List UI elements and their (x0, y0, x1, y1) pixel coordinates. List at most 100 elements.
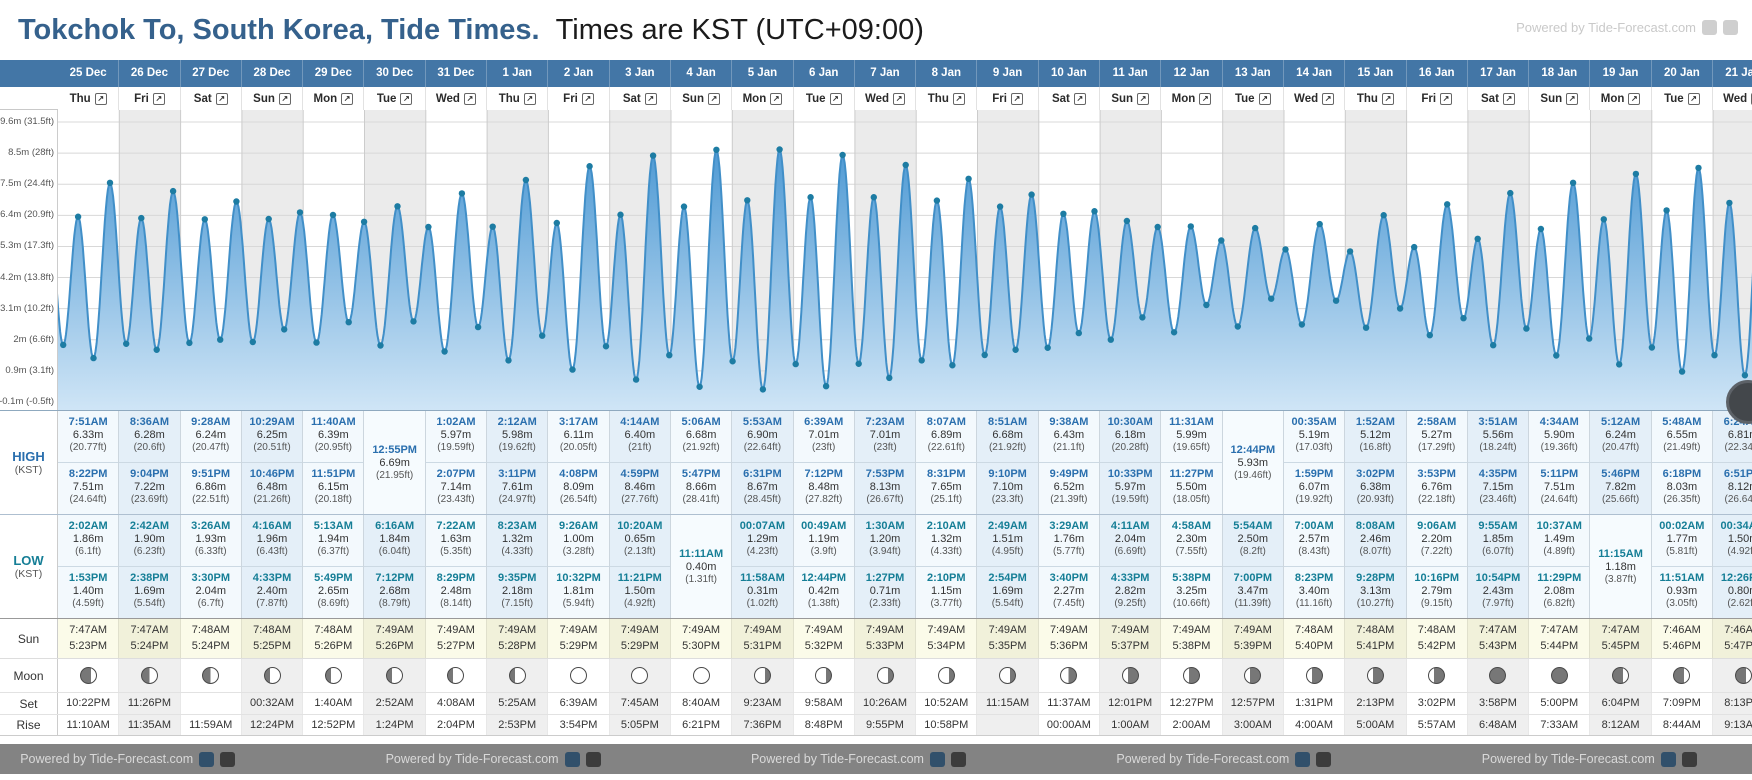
high-tide-cell: 9:51PM 6.86m (22.51ft) (181, 463, 241, 515)
high-tide-cell: 1:59PM 6.07m (19.92ft) (1284, 463, 1344, 515)
sunrise-time: 7:46AM (1724, 624, 1752, 636)
moon-label: Moon (13, 668, 44, 683)
watermark-text: Powered by Tide-Forecast.com (1481, 752, 1655, 766)
sunset-time: 5:24PM (130, 640, 169, 652)
tide-time: 8:31PM (927, 467, 966, 480)
expand-day-icon[interactable]: ↗ (523, 92, 536, 105)
tide-height-ft: (3.94ft) (869, 546, 901, 557)
y-axis-label: 4.2m (13.8ft) (0, 271, 54, 283)
sun-cell: 7:49AM 5:26PM (364, 619, 426, 658)
expand-day-icon[interactable]: ↗ (215, 92, 228, 105)
low-tide-day-column: 4:16AM 1.96m (6.43ft) 4:33PM 2.40m (7.87ft) (241, 515, 304, 618)
expand-day-icon[interactable]: ↗ (829, 92, 842, 105)
moonset-cell: 4:08AM (425, 693, 488, 714)
tide-time: 11:11AM (679, 547, 724, 560)
sunrise-time: 7:49AM (1049, 624, 1088, 636)
expand-day-icon[interactable]: ↗ (94, 92, 107, 105)
moon-phase-icon (140, 667, 158, 684)
high-tide-day-column: 9:28AM 6.24m (20.47ft) 9:51PM 6.86m (22.51ft) (180, 411, 242, 515)
moonset-cell: 10:26AM (854, 693, 917, 714)
expand-day-icon[interactable]: ↗ (1440, 92, 1453, 105)
expand-day-icon[interactable]: ↗ (1199, 92, 1212, 105)
moonset-cell: 12:57PM (1222, 693, 1284, 714)
expand-day-icon[interactable]: ↗ (707, 92, 720, 105)
expand-day-icon[interactable]: ↗ (1687, 92, 1700, 105)
tide-height-ft: (1.02ft) (746, 597, 779, 609)
floating-widget-button[interactable] (1726, 380, 1752, 424)
sun-cell: 7:49AM 5:33PM (854, 619, 917, 658)
date-cell: 16 Jan (1407, 60, 1468, 87)
expand-day-icon[interactable]: ↗ (278, 92, 291, 105)
high-tide-day-column: 6:39AM 7.01m (23ft) 7:12PM 8.48m (27.82ft) (793, 411, 855, 514)
tide-height-m: 2.68m (379, 584, 410, 597)
high-tide-cell: 11:27PM 5.50m (18.05ft) (1161, 463, 1221, 515)
tide-height-ft: (4.59ft) (72, 597, 104, 609)
tide-time: 6:16AM (375, 520, 415, 532)
dow-label: Thu (1356, 92, 1378, 105)
date-cell: 4 Jan (671, 60, 733, 87)
tide-height-ft: (5.77ft) (1053, 546, 1085, 557)
sunset-time: 5:36PM (1049, 640, 1088, 652)
watermark-icon (1660, 751, 1676, 767)
tide-height-m: 2.50m (1237, 533, 1269, 545)
high-tide-day-column: 8:07AM 6.89m (22.61ft) 8:31PM 7.65m (25.1ft) (916, 411, 978, 514)
tide-time: 6:18PM (1662, 467, 1702, 480)
sunset-time: 5:29PM (559, 640, 598, 652)
expand-day-icon[interactable]: ↗ (770, 92, 783, 105)
sunrise-time: 7:48AM (253, 624, 291, 636)
sun-cell: 7:49AM 5:38PM (1161, 619, 1223, 658)
expand-day-icon[interactable]: ↗ (1137, 92, 1150, 105)
tide-height-m: 2.65m (318, 584, 349, 597)
expand-day-icon[interactable]: ↗ (1073, 92, 1086, 105)
date-cell: 13 Jan (1223, 60, 1284, 87)
expand-day-icon[interactable]: ↗ (1322, 92, 1335, 105)
tide-height-ft: (19.36ft) (1540, 442, 1578, 453)
dow-cell: Tue ↗ (364, 87, 426, 110)
tide-height-m: 0.40m (685, 560, 717, 573)
tide-time: 11:40AM (311, 416, 356, 428)
moonset-cell: 8:40AM (670, 693, 733, 714)
tide-time: 2:54PM (988, 571, 1027, 584)
dow-cell: Sat ↗ (1467, 87, 1530, 110)
expand-day-icon[interactable]: ↗ (1566, 92, 1579, 105)
tide-height-ft: (21.1ft) (1053, 442, 1085, 453)
dow-cell: Tue ↗ (1651, 87, 1714, 110)
expand-day-icon[interactable]: ↗ (152, 92, 165, 105)
moonrise-cell: 5:05PM (609, 715, 671, 735)
tide-height-ft: (22.34ft) (1724, 442, 1752, 453)
moon-phase-icon (1121, 667, 1139, 684)
expand-day-icon[interactable]: ↗ (893, 92, 906, 105)
tide-time: 5:46PM (1601, 467, 1640, 480)
expand-day-icon[interactable]: ↗ (644, 92, 657, 105)
tide-height-m: 8.13m (869, 480, 901, 493)
tide-time: 3:30PM (191, 571, 230, 584)
expand-day-icon[interactable]: ↗ (1258, 92, 1271, 105)
expand-day-icon[interactable]: ↗ (341, 92, 354, 105)
expand-day-icon[interactable]: ↗ (463, 92, 476, 105)
moon-cell (364, 659, 426, 692)
expand-day-icon[interactable]: ↗ (1502, 92, 1515, 105)
moonset-cell: 12:27PM (1161, 693, 1223, 714)
moon-phase-icon (1489, 667, 1507, 684)
tide-height-m: 8.03m (1666, 480, 1698, 493)
tide-height-ft: (19.62ft) (498, 442, 536, 453)
expand-day-icon[interactable]: ↗ (952, 92, 965, 105)
expand-day-icon[interactable]: ↗ (1628, 92, 1641, 105)
tide-height-ft: (22.61ft) (927, 442, 965, 453)
dow-label: Tue (1664, 92, 1684, 105)
watermark-text: Powered by Tide-Forecast.com (750, 752, 924, 766)
expand-day-icon[interactable]: ↗ (400, 92, 413, 105)
low-tide-cell: 11:21PM 1.50m (4.92ft) (610, 567, 670, 619)
tide-height-ft: (26.67ft) (866, 493, 904, 505)
tide-time: 12:26PM (1720, 571, 1752, 584)
tide-time: 3:40PM (1049, 571, 1089, 584)
expand-day-icon[interactable]: ↗ (1010, 92, 1023, 105)
sunset-time: 5:26PM (375, 640, 414, 652)
tide-time: 12:55PM (372, 443, 417, 456)
expand-day-icon[interactable]: ↗ (1381, 92, 1394, 105)
tide-time: 7:23AM (865, 416, 905, 428)
expand-day-icon[interactable]: ↗ (581, 92, 594, 105)
tide-height-ft: (3.77ft) (930, 597, 963, 609)
sunset-time: 5:38PM (1172, 640, 1211, 652)
tide-height-m: 6.15m (318, 480, 349, 493)
